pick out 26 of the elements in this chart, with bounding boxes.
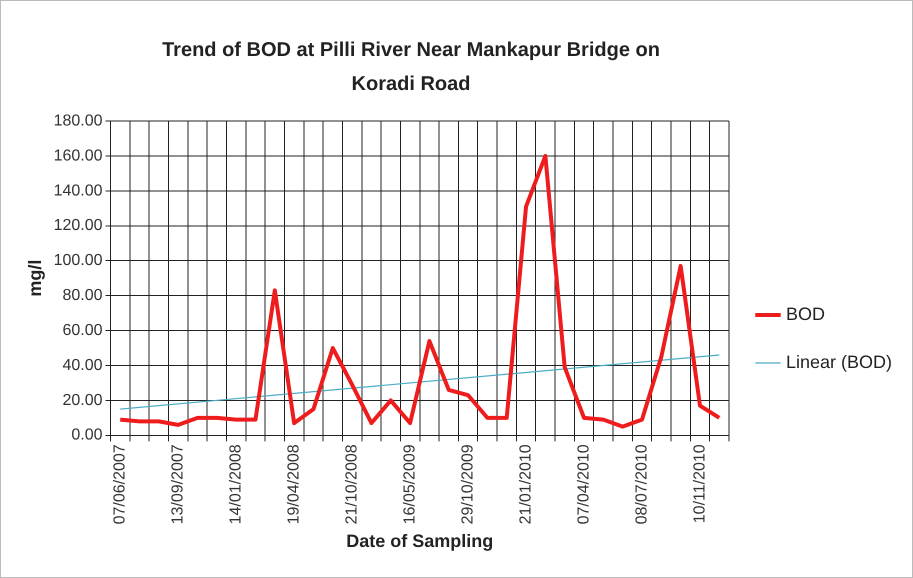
x-tick-label: 08/07/2010 — [633, 444, 650, 524]
y-tick-label: 40.00 — [62, 356, 103, 374]
y-tick-label: 160.00 — [54, 147, 103, 164]
x-tick-label: 19/04/2008 — [286, 444, 303, 524]
y-axis-title: mg/l — [24, 260, 45, 297]
x-tick-label: 21/01/2010 — [517, 444, 534, 524]
x-tick-label: 07/04/2010 — [575, 444, 592, 524]
x-tick-label: 07/06/2007 — [112, 444, 129, 524]
x-axis-title: Date of Sampling — [346, 531, 494, 552]
x-tick-label: 13/09/2007 — [170, 444, 187, 524]
y-tick-label: 100.00 — [54, 252, 103, 270]
legend-label: Linear (BOD) — [786, 352, 892, 372]
y-tick-label: 60.00 — [62, 322, 103, 339]
x-tick-label: 10/11/2010 — [691, 444, 708, 524]
y-tick-label: 120.00 — [54, 217, 103, 234]
x-tick-label: 16/05/2009 — [401, 444, 418, 524]
x-tick-label: 21/10/2008 — [344, 444, 361, 524]
legend-label: BOD — [786, 304, 825, 324]
x-tick-label: 14/01/2008 — [228, 444, 245, 524]
y-tick-label: 180.00 — [54, 112, 103, 130]
chart-title: Trend of BOD at Pilli River Near Mankapur Bridge on Koradi Road — [161, 38, 661, 97]
x-tick-label: 29/10/2009 — [459, 444, 476, 524]
y-tick-label: 20.00 — [62, 392, 103, 409]
y-tick-label: 140.00 — [54, 182, 103, 200]
y-tick-label: 0.00 — [71, 426, 103, 444]
y-tick-label: 80.00 — [62, 287, 103, 304]
